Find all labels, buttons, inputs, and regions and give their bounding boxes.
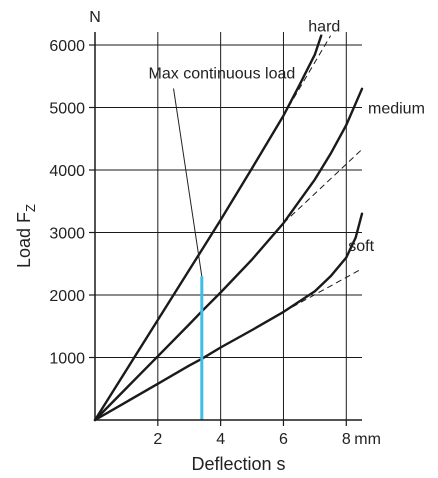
curve-label-soft: soft [348, 238, 374, 255]
curve-label-medium: medium [368, 101, 425, 118]
max-load-label: Max continuous load [149, 66, 296, 83]
y-axis-title-subscript: Z [23, 204, 38, 212]
axes [94, 32, 362, 421]
y-axis-title: Load FZ [14, 204, 38, 268]
medium-linear-extension [283, 149, 363, 224]
tick-labels: 2 4 6 8 1000 2000 3000 4000 5000 6000 [49, 38, 350, 448]
grid-lines [95, 32, 362, 420]
max-load-leader-line [173, 88, 203, 277]
y-tick-label-2000: 2000 [49, 288, 85, 305]
y-tick-label-3000: 3000 [49, 226, 85, 243]
y-axis-unit: N [89, 9, 101, 26]
max-continuous-load-annotation: Max continuous load [149, 66, 296, 420]
curve-labels: hard medium soft [308, 19, 425, 255]
curve-label-hard: hard [308, 19, 340, 36]
x-tick-label-2: 2 [153, 431, 162, 448]
hard-curve [93, 34, 323, 422]
medium-curve [93, 87, 364, 422]
x-tick-label-8: 8 [342, 431, 351, 448]
y-tick-label-6000: 6000 [49, 38, 85, 55]
y-tick-label-4000: 4000 [49, 163, 85, 180]
soft-curve [93, 212, 364, 422]
y-tick-label-5000: 5000 [49, 101, 85, 118]
x-tick-label-6: 6 [279, 431, 288, 448]
x-axis-unit: mm [354, 431, 381, 448]
x-tick-label-4: 4 [216, 431, 225, 448]
y-tick-label-1000: 1000 [49, 351, 85, 368]
x-axis-title: Deflection s [191, 454, 285, 474]
y-axis-title-main: Load F [14, 212, 34, 268]
curves [93, 34, 364, 422]
